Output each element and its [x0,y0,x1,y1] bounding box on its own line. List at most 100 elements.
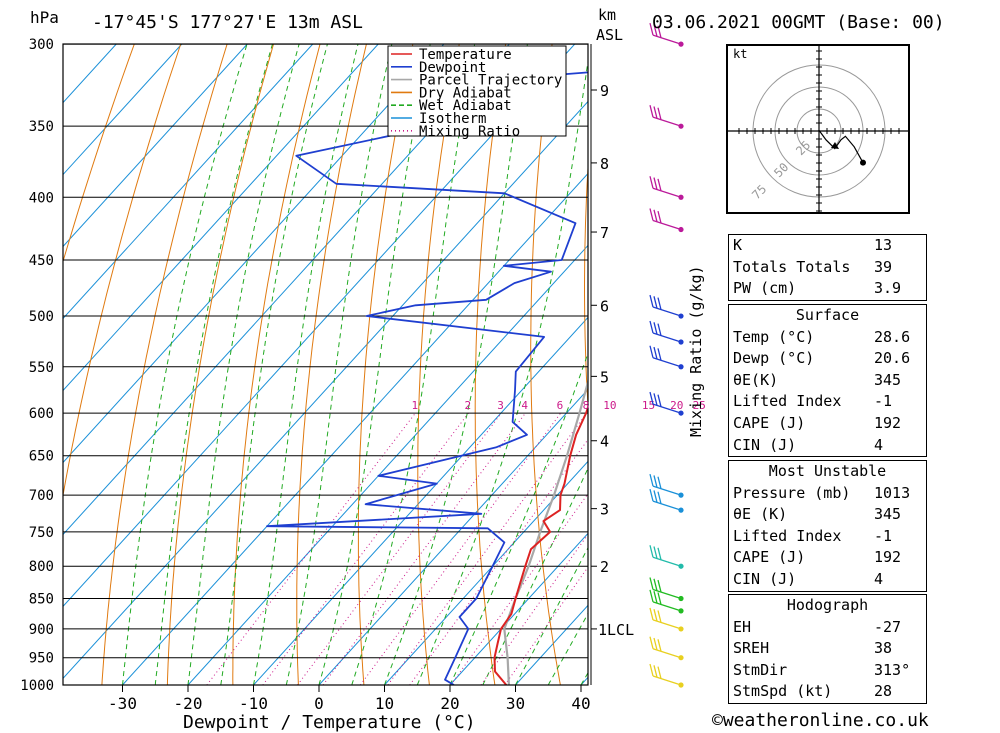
height-label: 7 [600,224,609,242]
pressure-label: 800 [29,559,54,575]
hodograph-stats-row: EH -27 [729,617,926,639]
surface-row: θE(K) 345 [729,370,926,392]
wind-barb-staff [652,619,682,630]
isotherm-line [63,44,314,320]
surface-row: Temp (°C) 28.6 [729,327,926,349]
row-value: 20.6 [874,349,911,368]
indices-row: PW (cm) 3.9 [729,278,926,300]
legend-label: Isotherm [419,111,486,127]
wind-barb-flag [649,105,654,118]
wet-adiabat-line [253,44,359,685]
most-unstable-title: Most Unstable [768,462,887,480]
row-value: 192 [874,548,902,567]
wind-barb-flag [657,592,662,605]
wind-barb-dot [678,595,684,602]
mixing-ratio-line [480,533,588,685]
indices-row: K 13 [729,235,926,257]
wind-barb-staff [652,500,682,511]
indices-panel: K 13 Totals Totals 39 PW (cm) 3.9 [728,234,927,301]
wind-barb-dot [678,194,684,200]
mixing-ratio-line [297,412,502,685]
row-label: Lifted Index [733,526,842,545]
wind-barb-staff [652,116,682,127]
wind-barb-flag [649,545,654,558]
wind-barb-staff [652,675,682,686]
wind-barb-flag [649,488,654,502]
pressure-label: 650 [29,449,54,465]
isotherm-line [63,44,183,176]
legend-label: Mixing Ratio [419,124,520,140]
most-unstable-row: Pressure (mb) 1013 [729,483,926,505]
height-label: 1LCL [598,621,634,639]
isotherm-line [384,460,588,685]
datetime-title: 03.06.2021 00GMT (Base: 00) [652,12,945,33]
surface-title: Surface [795,306,860,324]
wind-barb-dot [678,339,684,345]
legend-label: Dewpoint [419,60,486,76]
axes-labels: 3003504004505005506006507007508008509009… [20,37,590,713]
km-unit-label: km [598,6,617,24]
height-label: 5 [600,368,609,386]
row-value: 38 [874,639,893,658]
x-tick-label: 40 [571,694,590,713]
wind-barb-flag [657,639,662,652]
wind-barb-staff [652,34,682,45]
row-value: 28 [874,682,893,701]
row-label: Temp (°C) [733,327,815,346]
wind-barb-flag [653,609,658,622]
hodograph-stats-row: SREH 38 [729,638,926,660]
wind-barbs [649,22,684,688]
most-unstable-row: CAPE (J) 192 [729,547,926,569]
wind-barb-staff [652,219,682,231]
dry-adiabat-line [63,44,182,499]
wind-barb-dot [678,492,684,498]
mixing-ratio-label: 10 [603,399,616,412]
hodograph-stats-panel: Hodograph EH -27 SREH 38 StmDir 313° StmSpd (k… [728,594,927,704]
x-tick-label: 20 [440,694,459,713]
x-tick-label: -10 [239,694,268,713]
dry-adiabat-line [63,44,135,264]
row-value: 39 [874,257,893,276]
legend-box [387,45,567,137]
mixing-ratio-axis-title: Mixing Ratio (g/kg) [687,265,705,437]
wind-barb-flag [653,177,658,190]
row-value: 28.6 [874,327,911,346]
wind-barb-flag [657,491,662,504]
row-label: Totals Totals [733,257,851,276]
wind-barb-flag [657,666,662,679]
row-label: PW (cm) [733,279,797,298]
wind-barb-flag [649,345,654,358]
pressure-label: 450 [29,253,54,269]
wind-barb-flag [649,294,654,308]
surface-row: CIN (J) 4 [729,435,926,457]
dry-adiabat-line [530,44,561,685]
wind-barb-flag [657,394,662,407]
hodograph-unit-label: kt [733,47,747,61]
wind-barb-flag [657,297,662,310]
legend-label: Dry Adiabat [419,85,512,101]
dry-adiabat-line [166,44,275,685]
row-label: K [733,236,743,254]
wet-adiabat-line [515,546,588,685]
dry-adiabat-line [357,44,414,685]
wind-barb-staff [652,588,682,600]
hodograph-ring-label: 25 [793,138,813,158]
asl-unit-label: ASL [596,26,624,44]
row-label: θE(K) [733,370,779,389]
wind-barb-staff [652,485,682,496]
mixing-ratio-label: 20 [670,399,683,412]
row-value: 4 [874,435,884,454]
row-label: StmDir [733,660,788,679]
surface-row: Dewp (°C) 20.6 [729,348,926,370]
most-unstable-row: Lifted Index -1 [729,526,926,548]
hodograph-end-dot [860,159,866,166]
dry-adiabat-line [296,44,367,685]
pressure-label: 300 [29,37,54,53]
wind-barb-flag [653,106,658,119]
wind-barb-staff [652,601,682,612]
isotherm-line [122,172,588,685]
wind-barb-flag [649,663,654,677]
wind-barb-dot [678,563,684,569]
legend-label: Parcel Trajectory [419,73,562,89]
